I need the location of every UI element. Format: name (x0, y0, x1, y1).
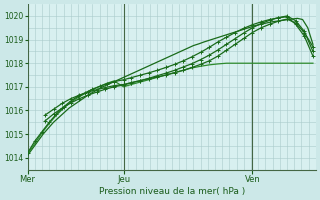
X-axis label: Pression niveau de la mer( hPa ): Pression niveau de la mer( hPa ) (99, 187, 245, 196)
